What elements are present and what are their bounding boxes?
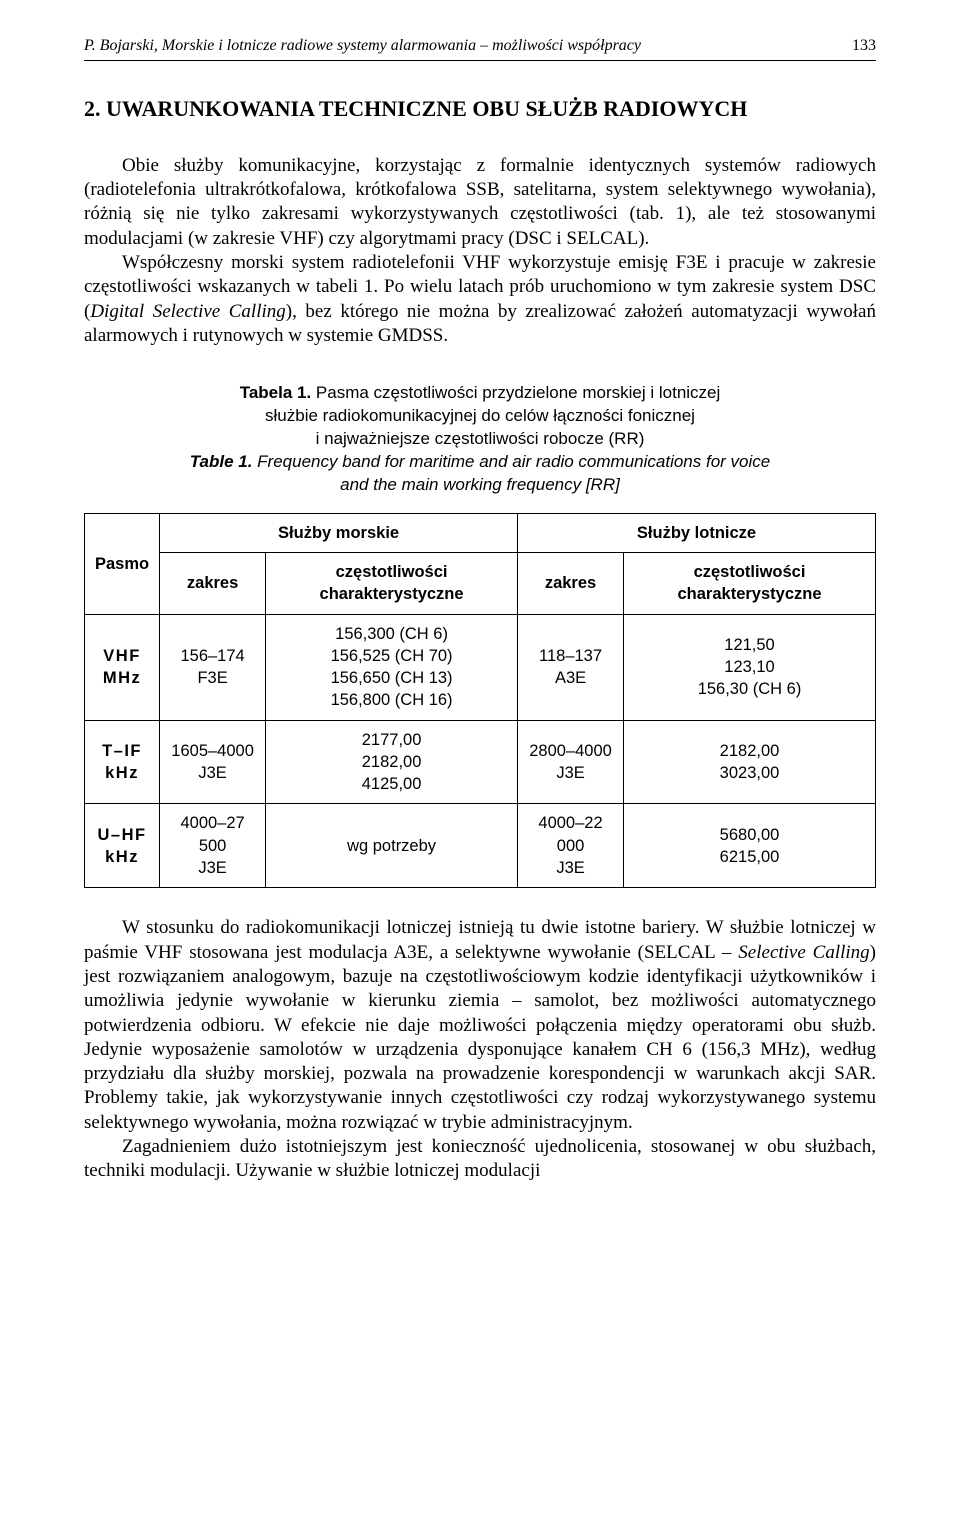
paragraph-2-term: Digital Selective Calling <box>90 301 285 322</box>
caption-line-5: and the main working frequency [RR] <box>84 474 876 497</box>
paragraph-3b: ) jest rozwiązaniem analogowym, bazuje n… <box>84 942 876 1133</box>
frequency-table: Pasmo Służby morskie Służby lotnicze zak… <box>84 513 876 888</box>
mc-l4: 156,800 (CH 16) <box>331 691 453 709</box>
cell-air-zakres: 118–137 A3E <box>518 614 624 720</box>
az-l2: A3E <box>555 669 586 687</box>
ac-l2: 123,10 <box>724 658 774 676</box>
caption-tabela-bold: Tabela 1. <box>240 383 312 402</box>
label-l1: T–IF <box>102 742 142 760</box>
table-row: T–IF kHz 1605–4000 J3E 2177,00 2182,00 4… <box>85 720 876 804</box>
mc-l3: 156,650 (CH 13) <box>331 669 453 687</box>
running-head: P. Bojarski, Morskie i lotnicze radiowe … <box>84 36 876 61</box>
th-air-charfreq: częstotliwości charakterystyczne <box>624 553 876 615</box>
cell-marine-zakres: 156–174 F3E <box>160 614 266 720</box>
table-caption: Tabela 1. Pasma częstotliwości przydziel… <box>84 382 876 497</box>
paragraph-1: Obie służby komunikacyjne, korzystając z… <box>84 154 876 251</box>
paragraph-3-term: Selective Calling <box>738 942 869 963</box>
caption-table-bold: Table 1. <box>190 452 253 471</box>
table-row: VHF MHz 156–174 F3E 156,300 (CH 6) 156,5… <box>85 614 876 720</box>
mz-l1: 1605–4000 <box>171 742 254 760</box>
mz-l2: J3E <box>198 764 226 782</box>
th-air-zakres: zakres <box>518 553 624 615</box>
ac-l2: 3023,00 <box>720 764 780 782</box>
label-l1: U–HF <box>98 826 147 844</box>
cell-air-char: 5680,00 6215,00 <box>624 804 876 888</box>
cell-air-zakres: 2800–4000 J3E <box>518 720 624 804</box>
table-header-row-1: Pasmo Służby morskie Służby lotnicze <box>85 513 876 552</box>
paragraph-2: Współczesny morski system radiotelefonii… <box>84 251 876 348</box>
ac-l1: 121,50 <box>724 636 774 654</box>
az-l2: J3E <box>556 859 584 877</box>
th-marine-charfreq: częstotliwości charakterystyczne <box>266 553 518 615</box>
mc-l3: 4125,00 <box>362 775 422 793</box>
label-l2: kHz <box>105 764 139 782</box>
mc-l2: 156,525 (CH 70) <box>331 647 453 665</box>
cell-marine-zakres: 4000–27 500 J3E <box>160 804 266 888</box>
ac-l2: 6215,00 <box>720 848 780 866</box>
cell-marine-char: 156,300 (CH 6) 156,525 (CH 70) 156,650 (… <box>266 614 518 720</box>
cell-marine-char: 2177,00 2182,00 4125,00 <box>266 720 518 804</box>
caption-line-3: i najważniejsze częstotliwości robocze (… <box>84 428 876 451</box>
mz-l2: J3E <box>198 859 226 877</box>
table-row: U–HF kHz 4000–27 500 J3E wg potrzeby 400… <box>85 804 876 888</box>
cell-air-char: 121,50 123,10 156,30 (CH 6) <box>624 614 876 720</box>
paragraph-4: Zagadnieniem dużo istotniejszym jest kon… <box>84 1135 876 1184</box>
ac-l1: 5680,00 <box>720 826 780 844</box>
az-l2: J3E <box>556 764 584 782</box>
page-number: 133 <box>852 36 876 56</box>
running-head-title: P. Bojarski, Morskie i lotnicze radiowe … <box>84 36 641 56</box>
section-title: 2. UWARUNKOWANIA TECHNICZNE OBU SŁUŻB RA… <box>84 95 876 123</box>
mc-l1: wg potrzeby <box>347 837 436 855</box>
mz-l1: 156–174 <box>180 647 244 665</box>
page: P. Bojarski, Morskie i lotnicze radiowe … <box>0 0 960 1224</box>
th-marine-zakres: zakres <box>160 553 266 615</box>
cell-pasmo: T–IF kHz <box>85 720 160 804</box>
paragraph-3: W stosunku do radiokomunikacji lotniczej… <box>84 916 876 1135</box>
caption-line-1: Tabela 1. Pasma częstotliwości przydziel… <box>84 382 876 405</box>
ac-l1: 2182,00 <box>720 742 780 760</box>
label-l2: MHz <box>103 669 141 687</box>
caption-line-2: służbie radiokomunikacyjnej do celów łąc… <box>84 405 876 428</box>
label-l2: kHz <box>105 848 139 866</box>
cell-air-zakres: 4000–22 000 J3E <box>518 804 624 888</box>
cell-pasmo: VHF MHz <box>85 614 160 720</box>
cell-air-char: 2182,00 3023,00 <box>624 720 876 804</box>
ac-l3: 156,30 (CH 6) <box>698 680 802 698</box>
table-header-row-2: zakres częstotliwości charakterystyczne … <box>85 553 876 615</box>
mc-l1: 156,300 (CH 6) <box>335 625 448 643</box>
mz-l1: 4000–27 500 <box>180 814 244 854</box>
az-l1: 2800–4000 <box>529 742 612 760</box>
caption-line-4: Table 1. Frequency band for maritime and… <box>84 451 876 474</box>
mc-l1: 2177,00 <box>362 731 422 749</box>
az-l1: 118–137 <box>539 647 602 665</box>
caption-line4-rest: Frequency band for maritime and air radi… <box>252 452 770 471</box>
cell-pasmo: U–HF kHz <box>85 804 160 888</box>
label-l1: VHF <box>103 647 141 665</box>
az-l1: 4000–22 000 <box>538 814 602 854</box>
th-air: Służby lotnicze <box>518 513 876 552</box>
cell-marine-zakres: 1605–4000 J3E <box>160 720 266 804</box>
th-pasmo: Pasmo <box>85 513 160 614</box>
cell-marine-char: wg potrzeby <box>266 804 518 888</box>
th-marine: Służby morskie <box>160 513 518 552</box>
mz-l2: F3E <box>197 669 227 687</box>
mc-l2: 2182,00 <box>362 753 422 771</box>
caption-line1-rest: Pasma częstotliwości przydzielone morski… <box>311 383 720 402</box>
